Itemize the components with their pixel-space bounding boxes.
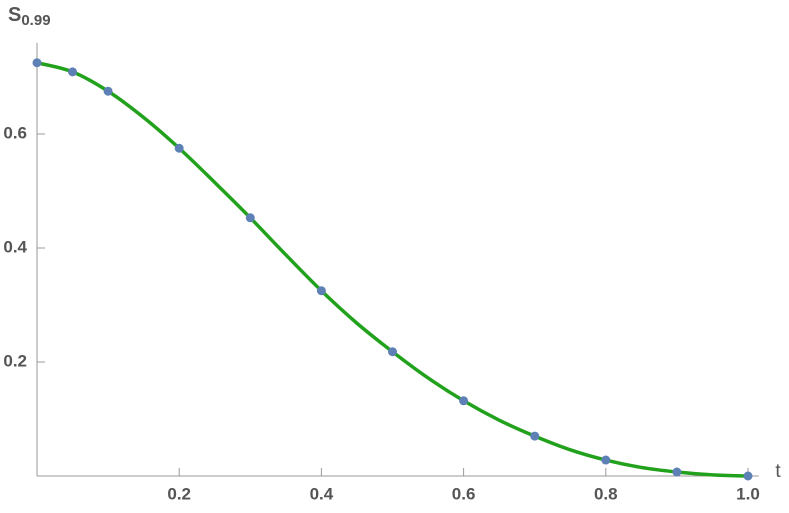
data-point bbox=[32, 58, 42, 68]
x-tick-label: 1.0 bbox=[736, 484, 760, 503]
y-label-subscript: 0.99 bbox=[21, 12, 50, 29]
x-tick-label: 0.8 bbox=[594, 484, 618, 503]
y-tick-label: 0.4 bbox=[3, 237, 27, 256]
data-point bbox=[530, 431, 540, 441]
data-point bbox=[245, 213, 255, 223]
x-axis-label: t bbox=[775, 461, 781, 482]
data-point bbox=[601, 455, 611, 465]
curve bbox=[36, 61, 749, 478]
x-tick-label: 0.4 bbox=[310, 484, 334, 503]
data-point bbox=[316, 286, 326, 296]
x-tick-label: 0.6 bbox=[452, 484, 476, 503]
y-tick-label: 0.2 bbox=[3, 351, 27, 370]
y-tick-label: 0.6 bbox=[3, 123, 27, 142]
data-point bbox=[672, 467, 682, 477]
data-point bbox=[459, 396, 469, 406]
y-label-main: S bbox=[8, 4, 21, 26]
data-point bbox=[68, 67, 78, 77]
data-point bbox=[388, 347, 397, 357]
data-point bbox=[174, 143, 184, 153]
y-axis-label: S0.99 bbox=[8, 4, 51, 29]
data-point bbox=[103, 86, 113, 96]
x-tick-label: 0.2 bbox=[167, 484, 191, 503]
data-point bbox=[743, 471, 753, 481]
